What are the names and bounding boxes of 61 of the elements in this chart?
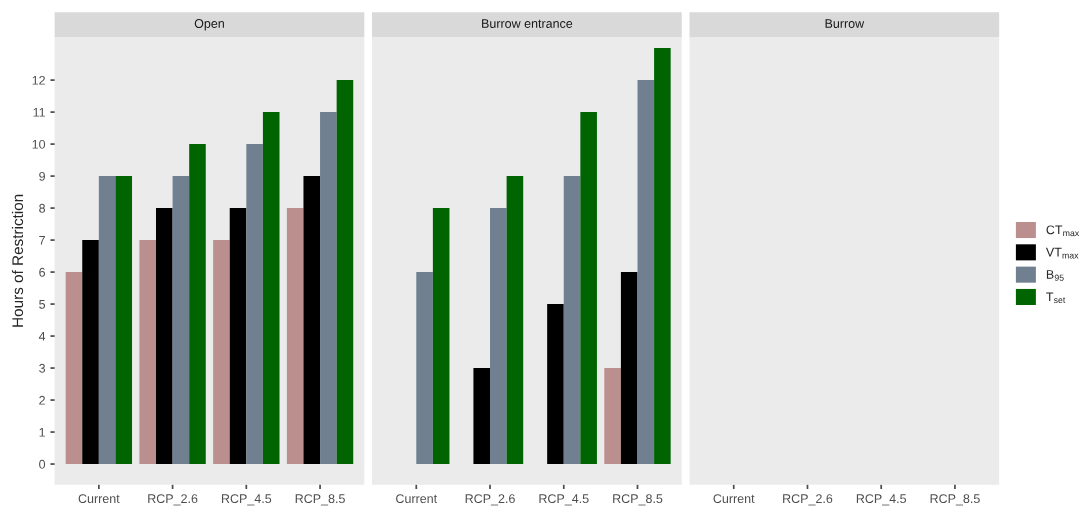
y-tick-label: 2 [39,395,45,405]
y-tick-label: 8 [39,203,46,213]
bar [620,272,638,465]
x-tick-label: Current [396,494,438,504]
bar [82,240,99,465]
bar [189,144,206,465]
y-tick-label: 4 [38,331,46,341]
y-tick-label: 6 [39,267,46,277]
bar [416,272,433,465]
y-tick-label: 12 [32,75,45,85]
x-tick-label: RCP_2.6 [783,494,833,506]
x-tick-label: RCP_2.6 [465,494,515,506]
x-tick-label: Current [713,494,755,504]
x-tick-label: RCP_4.5 [856,494,907,506]
chart-title: Burrow [825,19,865,28]
bar [286,208,304,465]
y-axis-title: Hours of Restriction [11,194,24,327]
y-tick-label: 3 [39,363,46,373]
bar [98,176,116,465]
bar [115,176,133,465]
y-tick-label: 10 [32,139,46,149]
x-tick-label: RCP_8.5 [295,494,345,506]
x-tick-label: RCP_8.5 [613,494,663,506]
bar [490,208,507,465]
y-tick-label: 9 [39,171,45,181]
legend-label: CT$_{max}$ [1046,225,1080,237]
bar [172,176,190,465]
bar [65,272,83,465]
bar [563,176,581,465]
bar [637,80,655,465]
chart-title: Burrow entrance [482,19,573,28]
bar [654,48,671,465]
bar [139,240,156,465]
legend-label: B$_{95}$ [1046,270,1064,281]
chart-title: Open [194,19,224,31]
bar [604,368,621,465]
x-tick-label: RCP_8.5 [930,494,980,506]
x-tick-label: Current [78,494,120,504]
bar [213,240,230,465]
y-tick-label: 7 [39,236,45,245]
x-tick-label: RCP_4.5 [539,494,589,506]
bar [506,176,524,465]
bar [580,112,597,465]
x-tick-label: RCP_4.5 [221,494,272,506]
bar [229,208,247,465]
bar [246,144,263,465]
x-tick-label: RCP_2.6 [148,494,198,506]
bar [262,112,280,465]
legend-label: VT$_{max}$ [1045,247,1079,259]
bar [336,80,354,465]
y-tick-label: 1 [39,427,45,437]
y-tick-label: 5 [39,299,46,309]
y-tick-label: 0 [39,459,46,469]
legend-label: T$_{set}$ [1046,292,1066,304]
bar [432,208,450,465]
y-tick-label: 11 [33,108,45,117]
bar [303,176,321,465]
bar [320,112,337,465]
bar [473,368,491,465]
bar [547,304,564,465]
bar [155,208,173,465]
